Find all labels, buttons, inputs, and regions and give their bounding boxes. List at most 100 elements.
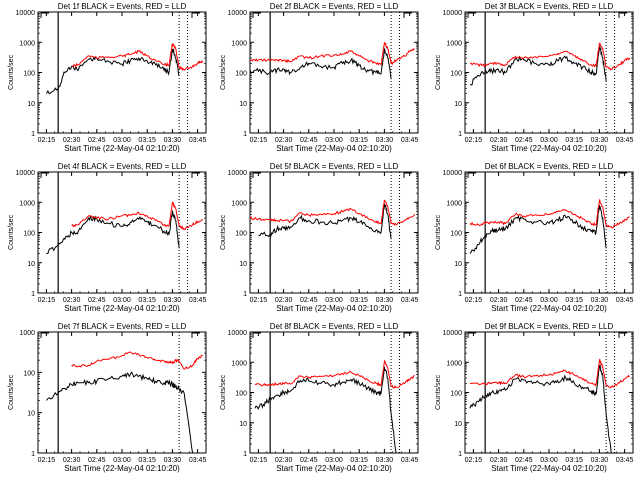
y-tick-label: 1	[243, 451, 247, 458]
y-tick-label: 10	[27, 411, 35, 418]
x-tick-label: 03:45	[616, 137, 634, 144]
x-axis-label: Start Time (22-May-04 02:10:20)	[276, 144, 392, 153]
events-series-line	[469, 45, 607, 86]
x-tick-label: 03:45	[189, 457, 207, 464]
x-tick-label: 02:15	[38, 457, 56, 464]
start-bracket-marker	[252, 12, 261, 18]
plot-frame	[37, 11, 207, 134]
y-tick-label: 10	[27, 261, 35, 268]
x-tick-label: 03:30	[376, 457, 394, 464]
chart-title: Det 9f BLACK = Events, RED = LLD	[485, 322, 614, 331]
end-bracket-marker	[403, 172, 412, 178]
x-tick-label: 03:00	[325, 137, 343, 144]
y-tick-label: 10000	[228, 170, 248, 177]
lld-series-line	[469, 199, 630, 229]
end-bracket-marker	[191, 12, 200, 18]
y-tick-label: 10	[239, 261, 247, 268]
y-tick-label: 10000	[228, 330, 248, 337]
x-tick-label: 02:15	[250, 297, 268, 304]
x-axis-label: Start Time (22-May-04 02:10:20)	[64, 144, 180, 153]
x-axis-label: Start Time (22-May-04 02:10:20)	[491, 464, 607, 473]
x-tick-label: 03:45	[189, 297, 207, 304]
y-tick-label: 100	[450, 391, 462, 398]
chart-title: Det 6f BLACK = Events, RED = LLD	[485, 162, 614, 171]
chart-title: Det 1f BLACK = Events, RED = LLD	[58, 2, 187, 11]
x-tick-label: 03:15	[138, 137, 156, 144]
x-tick-label: 03:45	[616, 297, 634, 304]
y-tick-label: 1	[31, 291, 35, 298]
end-bracket-marker	[618, 172, 627, 178]
y-tick-label: 100	[450, 231, 462, 238]
plot-frame	[249, 11, 419, 134]
end-bracket-marker	[191, 172, 200, 178]
x-tick-label: 02:15	[465, 457, 483, 464]
x-tick-label: 02:15	[38, 137, 56, 144]
y-tick-label: 1	[458, 131, 462, 138]
events-series-line	[469, 364, 612, 454]
lld-series-line	[249, 42, 415, 67]
chart-title: Det 4f BLACK = Events, RED = LLD	[58, 162, 187, 171]
plot-frame	[249, 331, 419, 454]
x-axis-label: Start Time (22-May-04 02:10:20)	[491, 304, 607, 313]
y-axis-label: Counts/sec	[435, 214, 442, 250]
start-bracket-marker	[467, 12, 476, 18]
x-tick-label: 03:45	[401, 457, 419, 464]
plot-frame	[37, 171, 207, 294]
x-tick-label: 03:30	[376, 297, 394, 304]
x-tick-label: 02:15	[465, 297, 483, 304]
y-tick-label: 1000	[19, 330, 35, 337]
y-axis-label: Counts/sec	[8, 54, 15, 90]
x-tick-label: 02:15	[250, 137, 268, 144]
start-bracket-marker	[40, 12, 49, 18]
x-tick-label: 03:30	[164, 137, 182, 144]
chart-panel-8: Det 8f BLACK = Events, RED = LLD 1 10 100 10…	[220, 322, 419, 473]
x-tick-label: 03:45	[616, 457, 634, 464]
lld-series-line	[71, 42, 204, 72]
x-tick-label: 02:45	[515, 137, 533, 144]
x-tick-label: 03:30	[164, 297, 182, 304]
x-tick-label: 03:45	[189, 137, 207, 144]
x-axis-label: Start Time (22-May-04 02:10:20)	[276, 304, 392, 313]
start-bracket-marker	[40, 172, 49, 178]
x-tick-label: 02:30	[275, 297, 293, 304]
y-axis-label: Counts/sec	[220, 54, 227, 90]
y-tick-label: 100	[235, 71, 247, 78]
y-tick-label: 1	[31, 131, 35, 138]
lld-series-line	[249, 199, 416, 227]
y-axis-label: Counts/sec	[220, 214, 227, 250]
lld-series-line	[254, 359, 415, 389]
y-tick-label: 10000	[443, 170, 463, 177]
y-axis-label: Counts/sec	[435, 374, 442, 410]
chart-panel-1: Det 1f BLACK = Events, RED = LLD 1 10 100 10…	[8, 2, 207, 153]
chart-title: Det 7f BLACK = Events, RED = LLD	[58, 322, 187, 331]
chart-panel-9: Det 9f BLACK = Events, RED = LLD 1 10 100 10…	[435, 322, 634, 473]
x-tick-label: 03:00	[113, 457, 131, 464]
chart-panel-4: Det 4f BLACK = Events, RED = LLD 1 10 100 10…	[8, 162, 207, 313]
chart-panel-3: Det 3f BLACK = Events, RED = LLD 1 10 100 10…	[435, 2, 634, 153]
lld-series-line	[469, 42, 631, 71]
y-tick-label: 1000	[231, 200, 247, 207]
x-tick-label: 03:15	[565, 297, 583, 304]
x-tick-label: 02:30	[275, 137, 293, 144]
y-tick-label: 1	[243, 131, 247, 138]
y-tick-label: 100	[235, 391, 247, 398]
end-bracket-marker	[191, 332, 200, 338]
chart-panel-2: Det 2f BLACK = Events, RED = LLD 1 10 100 10…	[220, 2, 419, 153]
x-tick-label: 02:30	[490, 137, 508, 144]
chart-title: Det 3f BLACK = Events, RED = LLD	[485, 2, 614, 11]
events-series-line	[258, 203, 392, 240]
y-tick-label: 1	[458, 291, 462, 298]
x-tick-label: 03:30	[591, 457, 609, 464]
y-tick-label: 10	[454, 101, 462, 108]
x-tick-label: 02:45	[515, 297, 533, 304]
chart-panel-7: Det 7f BLACK = Events, RED = LLD 1 10 100 10…	[8, 322, 207, 473]
y-tick-label: 1000	[19, 200, 35, 207]
x-tick-label: 02:45	[88, 297, 106, 304]
x-axis-label: Start Time (22-May-04 02:10:20)	[64, 304, 180, 313]
x-axis-label: Start Time (22-May-04 02:10:20)	[64, 464, 180, 473]
x-tick-label: 03:00	[540, 457, 558, 464]
plot-frame	[464, 331, 634, 454]
y-tick-label: 1000	[231, 360, 247, 367]
y-tick-label: 1	[243, 291, 247, 298]
